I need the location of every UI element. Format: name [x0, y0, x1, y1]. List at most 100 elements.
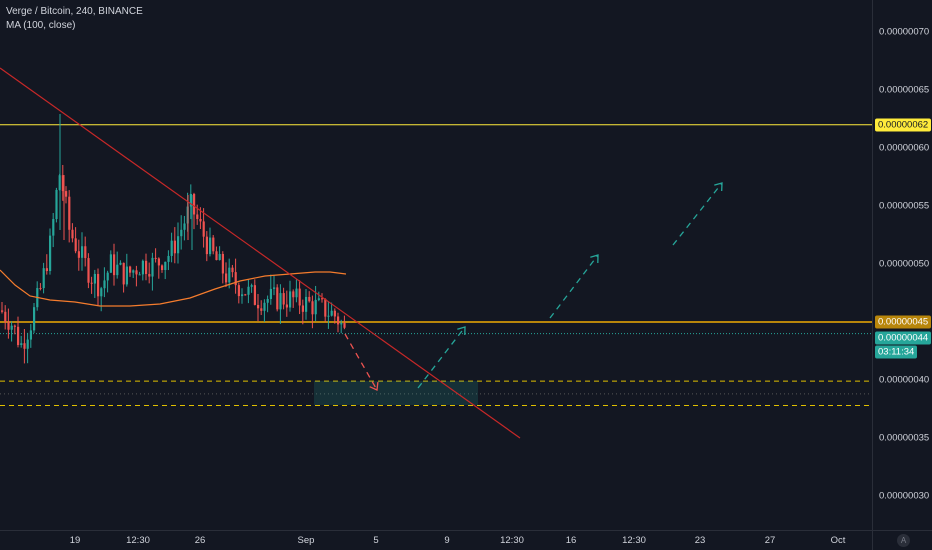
candle-body [285, 304, 288, 308]
candle-body [343, 323, 346, 328]
time-axis[interactable]: 19 12:30 26 Sep 5 9 12:30 16 12:30 23 27 Oct [0, 530, 872, 550]
candle-body [132, 270, 135, 273]
candle-body [225, 273, 228, 283]
candle-body [340, 323, 343, 325]
time-tick-label: 23 [694, 535, 706, 546]
candle-body [228, 267, 231, 283]
candle-body [13, 325, 16, 327]
candle-body [173, 240, 176, 254]
candle-body [205, 236, 208, 255]
candle-body [74, 238, 77, 252]
candle-body [308, 296, 311, 302]
price-tick-label: 0.00000040 [879, 374, 930, 386]
candle-body [106, 272, 109, 281]
price-tick-label: 0.00000035 [879, 432, 930, 444]
candle-body [298, 288, 301, 306]
candle-body [295, 288, 298, 298]
candle-body [301, 305, 304, 312]
candle-body [177, 236, 180, 254]
candle-body [257, 304, 260, 309]
candle-body [39, 288, 42, 290]
candle-body [93, 273, 96, 284]
candle-body [49, 235, 52, 272]
candle-body [52, 219, 55, 236]
moving-average-line [0, 269, 347, 307]
candle-body [273, 287, 276, 289]
candle-body [154, 257, 157, 259]
candle-body [129, 266, 132, 273]
price-chart[interactable] [0, 0, 872, 530]
symbol-title[interactable]: Verge / Bitcoin, 240, BINANCE [6, 6, 143, 17]
candle-body [263, 302, 266, 311]
candle-body [151, 257, 154, 277]
time-tick-label: 19 [69, 535, 81, 546]
candle-body [103, 280, 106, 289]
auto-scale-button[interactable]: A [897, 534, 910, 547]
candle-body [65, 191, 68, 197]
candle-body [292, 291, 295, 298]
candle-body [97, 273, 100, 297]
candle-body [231, 267, 234, 273]
indicator-label[interactable]: MA (100, close) [6, 20, 76, 31]
price-axis[interactable]: 0.00000070 0.00000065 0.00000060 0.00000055… [872, 0, 932, 530]
candle-body [327, 315, 330, 317]
candle-body [122, 262, 125, 285]
candle-body [289, 291, 292, 308]
candle-body [68, 196, 71, 230]
axis-corner: A [872, 530, 932, 550]
projection-up-arrow-3-head [714, 182, 723, 192]
candle-body [202, 221, 205, 237]
candle-body [7, 321, 10, 330]
projection-up-arrow-2 [549, 254, 599, 319]
chart-legend: Verge / Bitcoin, 240, BINANCE MA (100, c… [6, 5, 143, 33]
time-tick-label: Sep [297, 535, 315, 546]
candle-body [183, 223, 186, 230]
time-tick-label: 16 [565, 535, 577, 546]
candle-body [333, 310, 336, 317]
time-tick-label: 26 [194, 535, 206, 546]
candle-body [164, 261, 167, 271]
candle-body [77, 251, 80, 258]
candle-body [113, 254, 116, 276]
time-tick-label: Oct [830, 535, 846, 546]
time-tick-label: 12:30 [500, 535, 524, 546]
candle-body [215, 251, 218, 261]
price-tick-label: 0.00000050 [879, 258, 930, 270]
candle-body [135, 270, 138, 275]
candle-body [157, 258, 160, 266]
price-tick-label: 0.00000055 [879, 200, 930, 212]
candle-body [209, 237, 212, 255]
candle-body [282, 293, 285, 305]
candle-body [317, 298, 320, 300]
candle-body [26, 339, 29, 349]
candle-body [180, 229, 183, 237]
candle-body [305, 296, 308, 312]
candle-body [330, 310, 333, 316]
candle-body [125, 266, 128, 285]
candle-body [237, 285, 240, 297]
candle-body [71, 229, 74, 239]
candle-body [253, 285, 256, 305]
candle-body [324, 298, 327, 317]
candle-body [145, 260, 148, 274]
time-tick-label: 12:30 [126, 535, 150, 546]
candle-body [244, 294, 247, 296]
time-tick-label: 27 [764, 535, 776, 546]
price-badge: 0.00000044 [875, 331, 932, 345]
candle-body [234, 272, 237, 286]
countdown-badge: 03:11:34 [875, 345, 918, 359]
projection-up-arrow-3 [672, 182, 723, 246]
chart-area[interactable]: Verge / Bitcoin, 240, BINANCE MA (100, c… [0, 0, 872, 530]
candle-body [247, 286, 250, 295]
candle-body [196, 214, 199, 219]
price-tick-label: 0.00000030 [879, 490, 930, 502]
candle-body [276, 287, 279, 310]
candle-body [87, 258, 90, 283]
candle-body [269, 288, 272, 300]
candle-body [161, 265, 164, 271]
candle-body [138, 274, 141, 276]
candle-body [29, 330, 32, 340]
candle-body [23, 343, 26, 349]
candle-body [279, 293, 282, 310]
projection-down-arrow-head [369, 381, 379, 391]
